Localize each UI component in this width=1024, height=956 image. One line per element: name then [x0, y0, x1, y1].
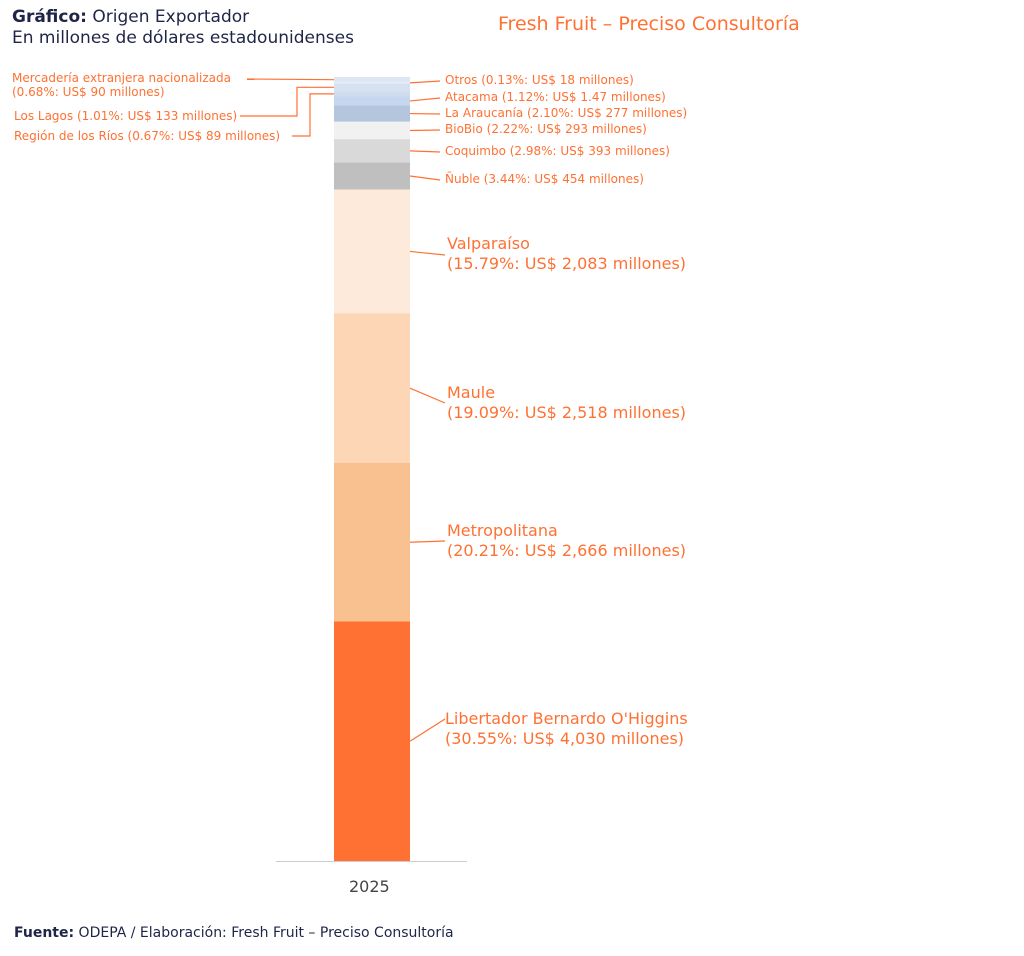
- bar-segment: [334, 313, 410, 464]
- bar-segment: [334, 77, 410, 83]
- label-maule: Maule (19.09%: US$ 2,518 millones): [447, 383, 687, 422]
- label-araucania: La Araucanía (2.10%: US$ 277 millones): [445, 106, 688, 120]
- label-otros: Otros (0.13%: US$ 18 millones): [445, 73, 634, 87]
- chart-title: Gráfico: Origen Exportador En millones de…: [12, 7, 354, 48]
- bar-segment: [334, 162, 410, 190]
- leader-line: [409, 718, 446, 742]
- leader-line: [409, 175, 441, 181]
- source-note: Fuente: ODEPA / Elaboración: Fresh Fruit…: [14, 925, 454, 941]
- bar-segment: [334, 83, 410, 92]
- label-ohiggins: Libertador Bernardo O'Higgins (30.55%: US…: [445, 709, 688, 748]
- bar-segment: [334, 121, 410, 140]
- leader-line: [409, 150, 441, 153]
- label-valparaiso: Valparaíso (15.79%: US$ 2,083 millones): [447, 234, 687, 273]
- brand-title: Fresh Fruit – Preciso Consultoría: [498, 13, 800, 35]
- bar-segment: [334, 463, 410, 622]
- leader-line: [409, 97, 441, 102]
- leader-line: [240, 86, 334, 117]
- leader-line: [409, 540, 446, 543]
- leader-line: [409, 250, 446, 256]
- bar-segment: [334, 621, 410, 861]
- bar-segment: [334, 189, 410, 314]
- leader-line: [409, 80, 441, 84]
- bar-segment: [334, 139, 410, 163]
- label-los-lagos: Los Lagos (1.01%: US$ 133 millones): [14, 109, 238, 123]
- label-atacama: Atacama (1.12%: US$ 1.47 millones): [445, 90, 666, 104]
- bar-segment: [334, 96, 410, 106]
- label-mercaderia: Mercadería extranjera nacionalizada (0.68…: [12, 71, 231, 99]
- leader-line: [292, 93, 334, 137]
- x-tick-label: 2025: [349, 877, 390, 896]
- label-metropolitana: Metropolitana (20.21%: US$ 2,666 millones…: [447, 521, 687, 560]
- label-biobio: BioBio (2.22%: US$ 293 millones): [445, 122, 647, 136]
- leader-line: [409, 387, 446, 404]
- bar-segment: [334, 82, 410, 84]
- label-nuble: Ñuble (3.44%: US$ 454 millones): [445, 172, 644, 186]
- leader-line: [246, 78, 335, 81]
- bar-segment: [334, 91, 410, 97]
- label-los-rios: Región de los Ríos (0.67%: US$ 89 millon…: [14, 129, 281, 143]
- label-coquimbo: Coquimbo (2.98%: US$ 393 millones): [445, 144, 670, 158]
- bar-segment: [334, 105, 410, 122]
